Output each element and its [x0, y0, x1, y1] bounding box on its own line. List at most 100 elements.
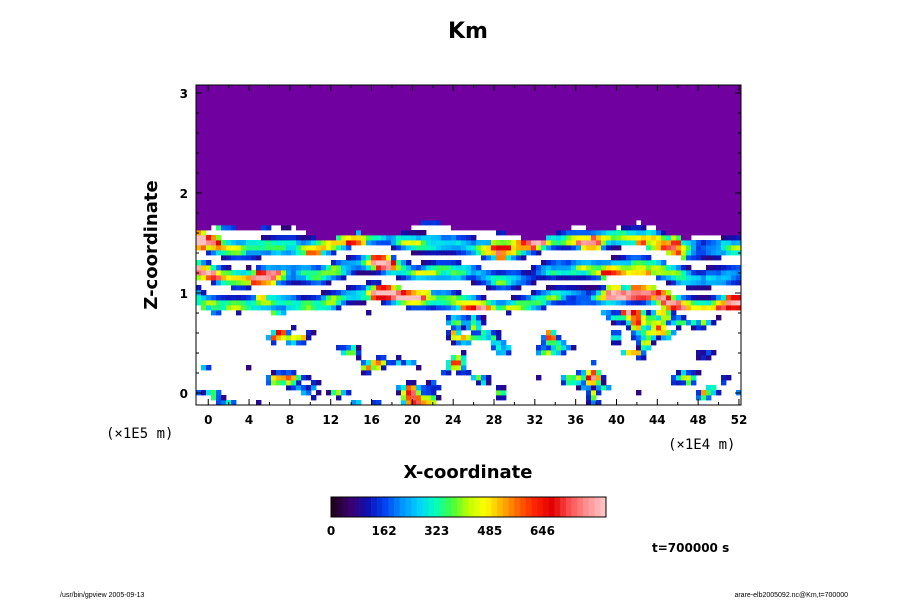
- heatmap-cell: [426, 290, 431, 295]
- heatmap-cell: [671, 315, 676, 320]
- heatmap-cell: [426, 110, 431, 115]
- heatmap-cell: [346, 190, 351, 195]
- heatmap-cell: [591, 275, 596, 280]
- heatmap-cell: [546, 285, 551, 290]
- heatmap-cell: [641, 85, 646, 90]
- heatmap-cell: [566, 145, 571, 150]
- heatmap-cell: [576, 295, 581, 300]
- heatmap-cell: [356, 150, 361, 155]
- heatmap-cell: [241, 90, 246, 95]
- heatmap-cell: [521, 255, 526, 260]
- heatmap-cell: [241, 250, 246, 255]
- heatmap-cell: [636, 230, 641, 235]
- heatmap-cell: [611, 105, 616, 110]
- heatmap-cell: [536, 145, 541, 150]
- heatmap-cell: [331, 155, 336, 160]
- heatmap-cell: [391, 205, 396, 210]
- heatmap-cell: [521, 210, 526, 215]
- heatmap-cell: [271, 220, 276, 225]
- heatmap-cell: [591, 390, 596, 395]
- heatmap-cell: [451, 290, 456, 295]
- heatmap-cell: [461, 220, 466, 225]
- heatmap-cell: [486, 90, 491, 95]
- colorbar-segment: [463, 497, 469, 517]
- heatmap-cell: [671, 220, 676, 225]
- heatmap-cell: [291, 280, 296, 285]
- heatmap-cell: [456, 245, 461, 250]
- heatmap-cell: [596, 90, 601, 95]
- heatmap-cell: [241, 185, 246, 190]
- heatmap-cell: [711, 170, 716, 175]
- heatmap-cell: [491, 150, 496, 155]
- heatmap-cell: [276, 330, 281, 335]
- heatmap-cell: [556, 210, 561, 215]
- heatmap-cell: [701, 255, 706, 260]
- heatmap-cell: [231, 140, 236, 145]
- heatmap-cell: [556, 340, 561, 345]
- heatmap-cell: [271, 250, 276, 255]
- heatmap-cell: [551, 205, 556, 210]
- heatmap-cell: [606, 150, 611, 155]
- heatmap-cell: [656, 170, 661, 175]
- heatmap-cell: [556, 95, 561, 100]
- heatmap-cell: [656, 115, 661, 120]
- heatmap-cell: [201, 175, 206, 180]
- heatmap-cell: [601, 120, 606, 125]
- heatmap-cell: [546, 180, 551, 185]
- heatmap-cell: [641, 160, 646, 165]
- heatmap-cell: [471, 270, 476, 275]
- heatmap-cell: [396, 200, 401, 205]
- heatmap-cell: [281, 205, 286, 210]
- heatmap-cell: [681, 255, 686, 260]
- heatmap-cell: [476, 120, 481, 125]
- heatmap-cell: [251, 140, 256, 145]
- heatmap-cell: [351, 290, 356, 295]
- heatmap-cell: [366, 85, 371, 90]
- heatmap-cell: [196, 275, 201, 280]
- heatmap-cell: [681, 210, 686, 215]
- heatmap-cell: [616, 265, 621, 270]
- heatmap-cell: [236, 240, 241, 245]
- heatmap-cell: [556, 220, 561, 225]
- heatmap-cell: [201, 140, 206, 145]
- heatmap-cell: [376, 90, 381, 95]
- heatmap-cell: [641, 345, 646, 350]
- heatmap-cell: [346, 265, 351, 270]
- heatmap-cell: [631, 150, 636, 155]
- heatmap-cell: [701, 395, 706, 400]
- heatmap-cell: [241, 240, 246, 245]
- heatmap-cell: [566, 165, 571, 170]
- heatmap-cell: [556, 185, 561, 190]
- heatmap-cell: [701, 180, 706, 185]
- heatmap-cell: [686, 175, 691, 180]
- heatmap-cell: [446, 115, 451, 120]
- heatmap-cell: [721, 215, 726, 220]
- heatmap-cell: [341, 165, 346, 170]
- heatmap-cell: [621, 260, 626, 265]
- heatmap-cell: [481, 120, 486, 125]
- heatmap-cell: [676, 100, 681, 105]
- heatmap-cell: [661, 85, 666, 90]
- heatmap-cell: [596, 385, 601, 390]
- heatmap-cell: [711, 205, 716, 210]
- heatmap-cell: [601, 295, 606, 300]
- heatmap-cell: [711, 255, 716, 260]
- heatmap-cell: [726, 110, 731, 115]
- heatmap-cell: [391, 240, 396, 245]
- heatmap-cell: [421, 390, 426, 395]
- heatmap-cell: [311, 130, 316, 135]
- heatmap-cell: [576, 285, 581, 290]
- heatmap-cell: [671, 110, 676, 115]
- heatmap-cell: [586, 260, 591, 265]
- heatmap-cell: [641, 130, 646, 135]
- heatmap-cell: [286, 125, 291, 130]
- heatmap-cell: [271, 110, 276, 115]
- heatmap-cell: [481, 185, 486, 190]
- heatmap-cell: [406, 120, 411, 125]
- heatmap-cell: [616, 310, 621, 315]
- heatmap-cell: [226, 205, 231, 210]
- heatmap-cell: [616, 120, 621, 125]
- heatmap-cell: [496, 200, 501, 205]
- heatmap-cell: [401, 115, 406, 120]
- heatmap-cell: [226, 185, 231, 190]
